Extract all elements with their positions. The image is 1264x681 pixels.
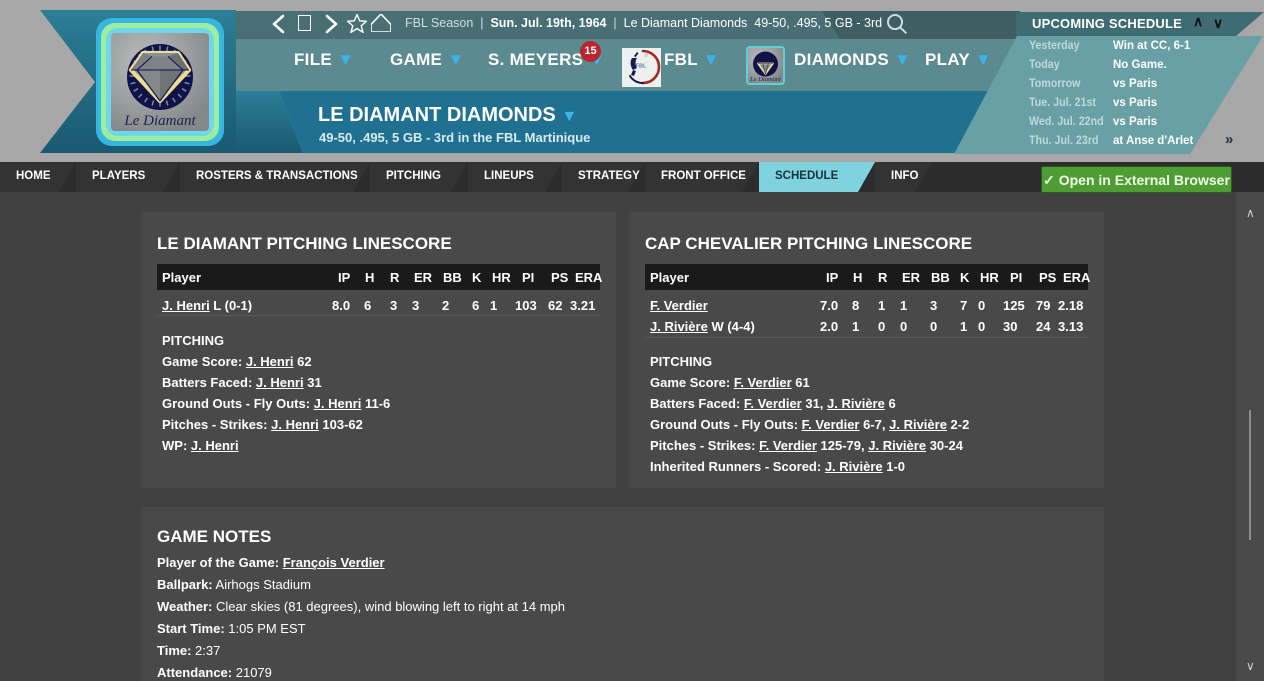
svg-text:Le Diamant: Le Diamant [749,76,781,83]
svg-text:Le Diamant: Le Diamant [123,113,196,129]
svg-text:FBL: FBL [636,64,647,70]
